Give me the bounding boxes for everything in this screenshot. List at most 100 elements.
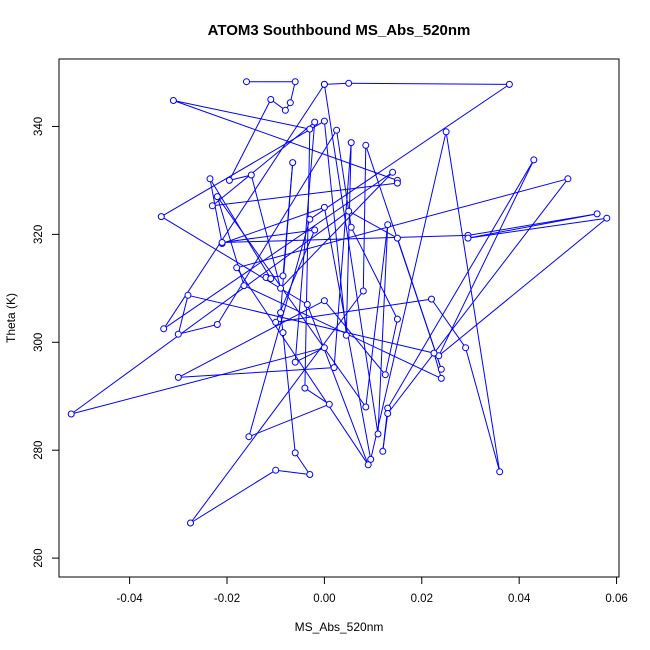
series-segment <box>216 129 338 325</box>
data-point <box>464 234 472 242</box>
series-segment <box>173 100 398 181</box>
data-point <box>279 272 287 280</box>
data-point <box>320 117 328 125</box>
data-point <box>206 175 214 183</box>
series-segment <box>348 82 510 85</box>
series-segment <box>212 182 398 207</box>
series-segment <box>228 99 272 181</box>
x-tick-label: 0.00 <box>313 593 335 605</box>
series-segment <box>229 174 252 181</box>
y-axis: 260 280 300 320 340 <box>33 117 60 568</box>
series-segment <box>309 83 510 220</box>
x-tick-label: 0.06 <box>605 593 627 605</box>
data-point <box>393 234 401 242</box>
series-segment <box>163 171 393 330</box>
x-axis: -0.04 -0.02 0.00 0.02 0.04 0.06 <box>116 576 628 605</box>
data-point <box>272 318 280 326</box>
data-point <box>384 410 392 417</box>
series-segment <box>370 131 447 460</box>
series-segment <box>187 294 435 354</box>
data-point <box>359 287 367 295</box>
y-tick-label: 260 <box>33 549 45 568</box>
data-point <box>430 349 438 357</box>
series-segment <box>350 227 398 320</box>
data-point <box>277 309 285 317</box>
data-point <box>213 193 221 201</box>
series-segment <box>387 159 535 409</box>
data-point <box>345 79 353 87</box>
data-point <box>364 461 372 469</box>
series-segment <box>362 145 367 292</box>
series-segment <box>294 122 316 363</box>
series-segment <box>348 210 398 239</box>
data-point <box>157 213 165 221</box>
data-point <box>277 284 285 292</box>
y-axis-label: Theta (K) <box>4 293 18 343</box>
data-point <box>303 301 311 308</box>
data-point <box>462 344 470 352</box>
series-segment <box>163 84 325 330</box>
data-point <box>279 329 287 337</box>
data-point <box>311 118 319 126</box>
series-segment <box>282 332 296 453</box>
series-segment <box>365 145 442 370</box>
data-point <box>325 400 333 408</box>
series-lines <box>70 81 608 524</box>
data-point <box>291 358 299 366</box>
series-segment <box>236 267 369 466</box>
data-point <box>505 80 513 88</box>
series-segment <box>248 403 330 438</box>
series-segment <box>209 178 223 244</box>
data-point <box>564 175 572 183</box>
series-segment <box>323 121 347 336</box>
data-point <box>306 125 314 133</box>
data-point <box>243 78 250 86</box>
x-tick-label: -0.04 <box>116 593 143 605</box>
x-axis-label: MS_Abs_520nm <box>295 620 384 634</box>
data-point <box>174 373 182 381</box>
series-segment <box>173 100 310 130</box>
series-segment <box>282 162 294 276</box>
series-segment <box>161 120 325 218</box>
data-point <box>393 179 401 187</box>
data-point <box>272 466 280 474</box>
series-segment <box>216 196 245 286</box>
data-point <box>379 447 387 455</box>
data-point <box>281 106 289 114</box>
data-point <box>320 344 328 352</box>
series-segment <box>304 129 311 389</box>
series-segment <box>345 142 352 336</box>
series-segment <box>71 347 325 415</box>
series-segment <box>178 324 218 335</box>
data-point <box>603 214 611 222</box>
series-segment <box>177 295 189 335</box>
series-segment <box>382 413 389 452</box>
data-point <box>267 275 275 283</box>
data-point <box>187 519 194 527</box>
data-point <box>428 295 435 303</box>
series-segment <box>216 196 367 408</box>
series-segment <box>384 318 398 375</box>
data-point <box>291 78 299 86</box>
series-segment <box>289 81 296 103</box>
data-point <box>347 223 355 231</box>
data-point <box>291 449 299 457</box>
x-tick-label: 0.02 <box>411 593 433 605</box>
series-segment <box>438 217 608 357</box>
series-segment <box>465 347 501 472</box>
series-segment <box>306 304 369 465</box>
data-point <box>389 168 397 176</box>
series-segment <box>243 285 442 379</box>
data-point <box>240 282 248 290</box>
data-point <box>384 221 392 229</box>
data-point <box>342 331 350 339</box>
data-point <box>437 374 445 382</box>
series-segment <box>324 82 349 85</box>
data-point <box>333 126 341 134</box>
series-segment <box>387 178 569 414</box>
data-point <box>320 80 328 88</box>
data-point <box>442 128 450 136</box>
data-point <box>245 433 253 441</box>
